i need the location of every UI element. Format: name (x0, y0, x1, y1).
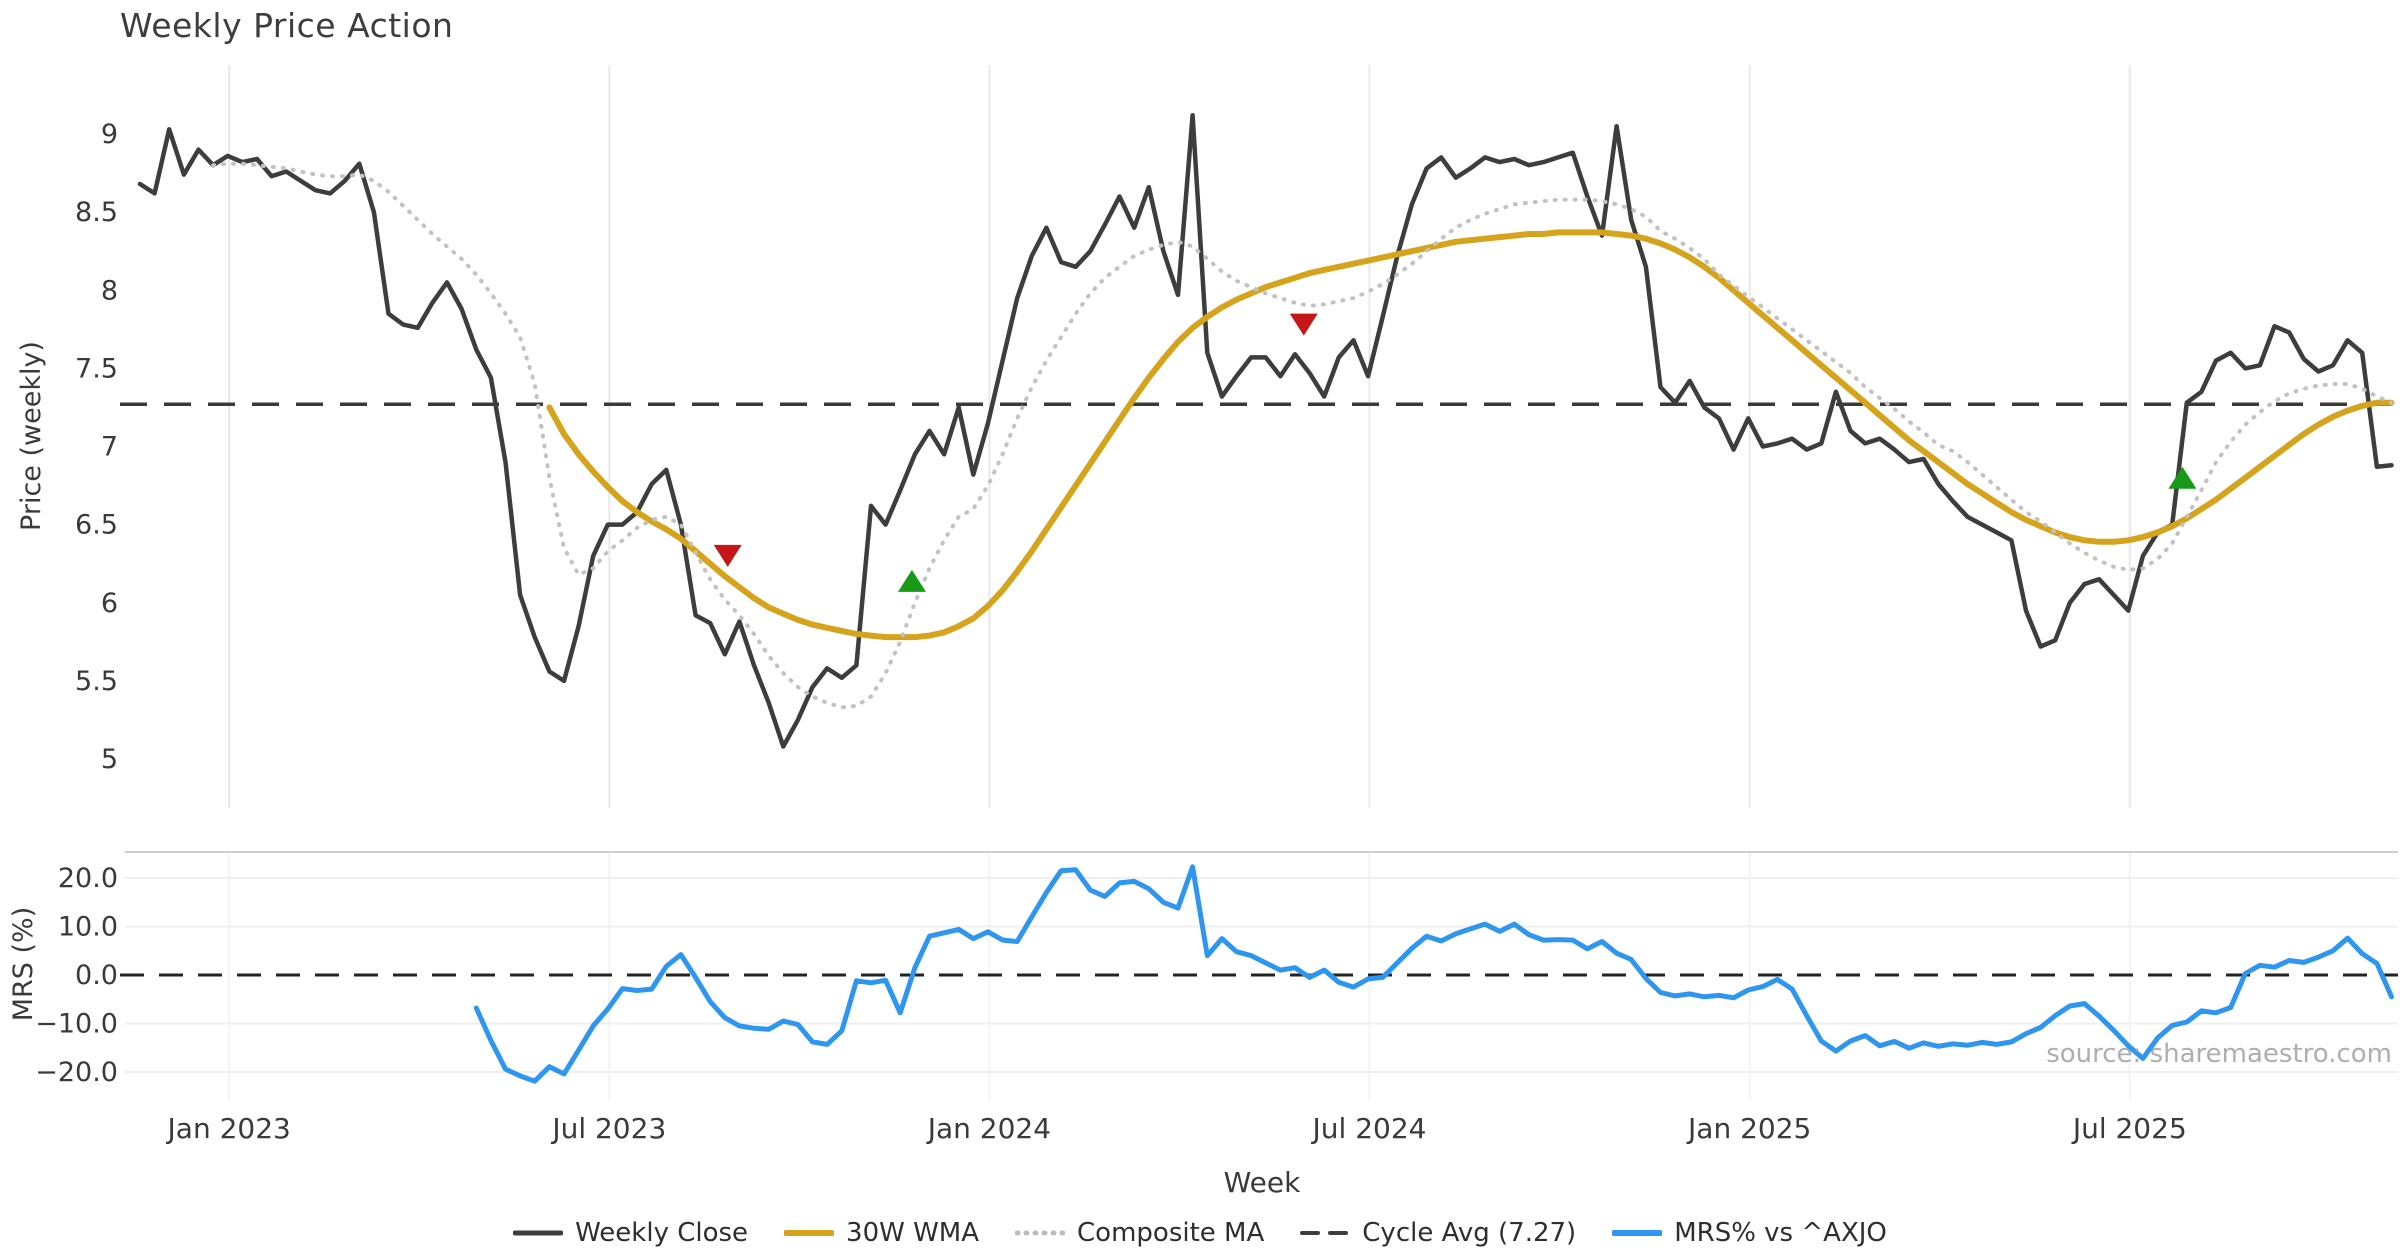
price-ytick-label: 5 (101, 744, 118, 775)
mrs-y-axis-label: MRS (%) (8, 907, 39, 1022)
x-tick-label: Jan 2023 (166, 1112, 291, 1145)
price-ytick-label: 5.5 (75, 666, 118, 697)
legend-item-label: Weekly Close (575, 1218, 749, 1248)
mrs-ytick-label: 10.0 (58, 912, 118, 943)
weekly-close-line (137, 113, 2394, 749)
mrs-series-line (473, 864, 2394, 1084)
mrs-ytick-label: −10.0 (35, 1009, 118, 1040)
mrs-ytick-label: 20.0 (58, 863, 118, 894)
price-ytick-label: 9 (101, 119, 118, 150)
legend-item: MRS% vs ^AXJO (1612, 1218, 1887, 1248)
legend-swatch (513, 1230, 564, 1236)
x-tick-label: Jan 2024 (926, 1112, 1051, 1145)
buy-signal-marker (2168, 466, 2197, 489)
source-watermark: source: sharemaestro.com (2046, 1039, 2392, 1069)
price-panel-gridlines (120, 65, 2398, 808)
composite-ma-line (211, 161, 2394, 710)
mrs-ytick-label: −20.0 (35, 1057, 118, 1088)
legend-item-label: Cycle Avg (7.27) (1362, 1218, 1577, 1248)
legend-item: 30W WMA (784, 1218, 979, 1248)
wma30-line (546, 229, 2395, 641)
mrs-line-line (473, 864, 2394, 1084)
legend-swatch (1300, 1231, 1351, 1235)
mrs-panel-gridlines (120, 851, 2398, 1100)
legend-item: Cycle Avg (7.27) (1300, 1218, 1576, 1248)
legend-item-label: Composite MA (1077, 1218, 1265, 1248)
legend-swatch (1015, 1230, 1066, 1236)
legend: Weekly Close 30W WMA Composite MA Cycle Avg… (0, 1218, 2400, 1248)
sell-signal-marker (713, 544, 742, 567)
legend-item-label: MRS% vs ^AXJO (1674, 1218, 1887, 1248)
x-tick-label: Jan 2025 (1686, 1112, 1811, 1145)
mrs-ytick-label: 0.0 (75, 960, 118, 991)
chart-title: Weekly Price Action (120, 6, 454, 45)
sell-signal-marker (1289, 313, 1318, 336)
price-y-axis-label: Price (weekly) (16, 341, 47, 531)
legend-item: Weekly Close (513, 1218, 748, 1248)
legend-item-label: 30W WMA (846, 1218, 980, 1248)
x-tick-label: Jul 2024 (1311, 1112, 1427, 1145)
buy-sell-signal-markers (713, 313, 2197, 592)
legend-item: Composite MA (1015, 1218, 1264, 1248)
legend-swatch (1612, 1230, 1663, 1236)
legend-swatch (784, 1230, 835, 1236)
price-series-lines (137, 113, 2395, 749)
x-axis-label: Week (1224, 1166, 1301, 1199)
buy-signal-marker (897, 569, 926, 592)
price-ytick-label: 7.5 (75, 353, 118, 384)
price-ytick-label: 6.5 (75, 510, 118, 541)
x-tick-label: Jul 2023 (550, 1112, 666, 1145)
axis-tick-labels: 9 8.5 8 7.5 7 6.5 6 5.5 5 20.0 10.0 0.0 −10.0 −20.0 Ja… (35, 119, 2187, 1145)
price-ytick-label: 6 (101, 588, 118, 619)
price-ytick-label: 7 (101, 432, 118, 463)
price-ytick-label: 8 (101, 275, 118, 306)
x-tick-label: Jul 2025 (2071, 1112, 2187, 1145)
price-ytick-label: 8.5 (75, 197, 118, 228)
